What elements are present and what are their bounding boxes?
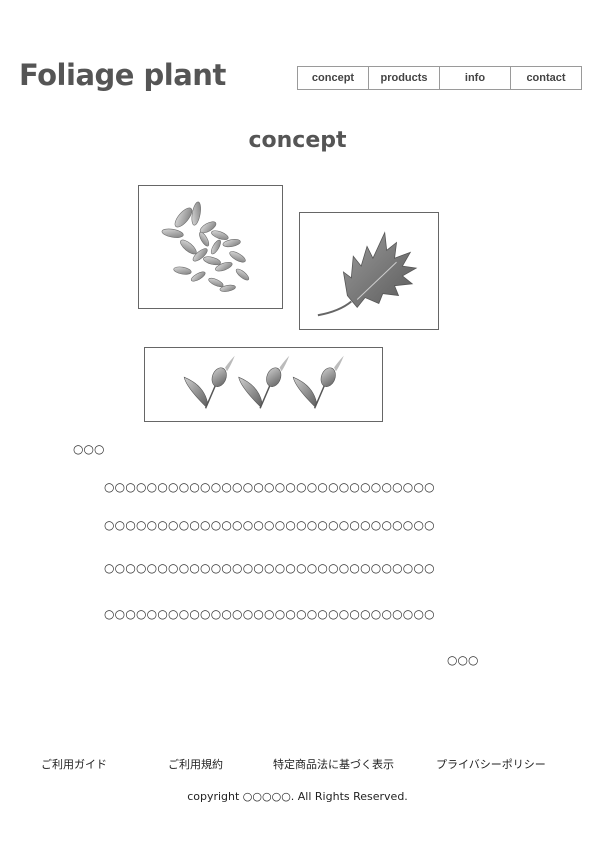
body-text-line: ○○○○○○○○○○○○○○○○○○○○○○○○○○○○○○○ [104,480,435,494]
site-logo[interactable]: Foliage plant [19,58,226,92]
page-title: concept [248,128,347,153]
main-nav: concept products info contact [297,66,582,90]
copyright-text: copyright ○○○○○. All Rights Reserved. [187,790,408,803]
nav-info[interactable]: info [440,67,511,89]
foliage-cluster-image [138,185,283,309]
body-text-line: ○○○○○○○○○○○○○○○○○○○○○○○○○○○○○○○ [104,518,435,532]
nav-contact[interactable]: contact [526,72,566,84]
footer-link-commerce-law[interactable]: 特定商品法に基づく表示 [273,758,394,771]
nav-products[interactable]: products [369,67,440,89]
body-text-line: ○○○○○○○○○○○○○○○○○○○○○○○○○○○○○○○ [104,607,435,621]
body-text-line: ○○○○○○○○○○○○○○○○○○○○○○○○○○○○○○○ [104,561,435,575]
footer-link-guide[interactable]: ご利用ガイド [41,758,107,771]
section-subheading: ○○○ [73,442,105,456]
footer-link-terms[interactable]: ご利用規約 [168,758,223,771]
flower-buds-image [144,347,383,422]
footer-links: ご利用ガイド ご利用規約 特定商品法に基づく表示 プライバシーポリシー [0,756,595,772]
oak-leaf-image [299,212,439,330]
signature: ○○○ [447,653,479,667]
nav-concept[interactable]: concept [298,67,369,89]
footer-link-privacy[interactable]: プライバシーポリシー [436,758,546,771]
